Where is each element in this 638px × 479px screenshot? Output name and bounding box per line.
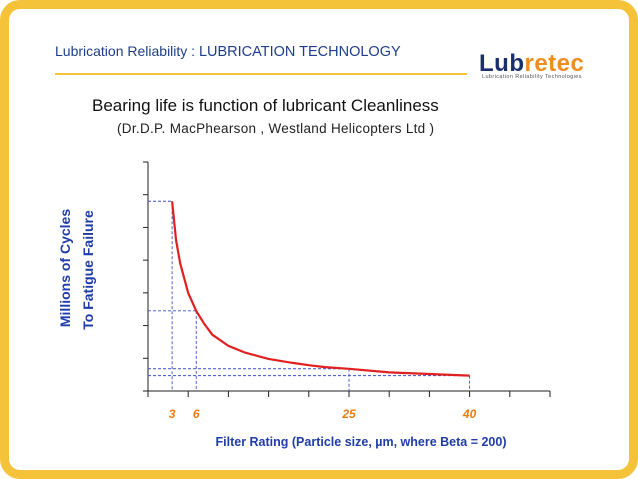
lubretec-logo: Lubretec Lubrication Reliability Technol…: [479, 50, 584, 82]
y-axis-label-line1: Millions of Cycles: [57, 209, 73, 327]
x-axis-label: Filter Rating (Particle size, µm, where …: [216, 435, 507, 449]
guide-lines: [148, 200, 471, 391]
x-tick-label: 3: [169, 407, 176, 421]
logo-tagline: Lubrication Reliability Technologies: [482, 74, 582, 80]
y-axis-label-line2: To Fatigue Failure: [80, 210, 96, 330]
slide-title: Bearing life is function of lubricant Cl…: [92, 96, 439, 115]
header-topic: LUBRICATION TECHNOLOGY: [198, 44, 401, 60]
slide-header: Lubrication Reliability : LUBRICATION TE…: [55, 43, 401, 60]
x-tick-label: 40: [462, 407, 477, 421]
x-tick-label: 25: [341, 407, 356, 421]
header-underline: [55, 73, 467, 75]
life-curve-line: [171, 201, 470, 377]
slide-subtitle: (Dr.D.P. MacPhearson , Westland Helicopt…: [117, 121, 435, 136]
x-tick-label: 6: [193, 407, 200, 421]
logo-wordmark: Lubretec: [479, 50, 585, 77]
chart-axes: [143, 161, 551, 397]
x-tick-labels: 3 6 25 40: [169, 407, 477, 421]
header-prefix: Lubrication Reliability :: [55, 43, 196, 59]
